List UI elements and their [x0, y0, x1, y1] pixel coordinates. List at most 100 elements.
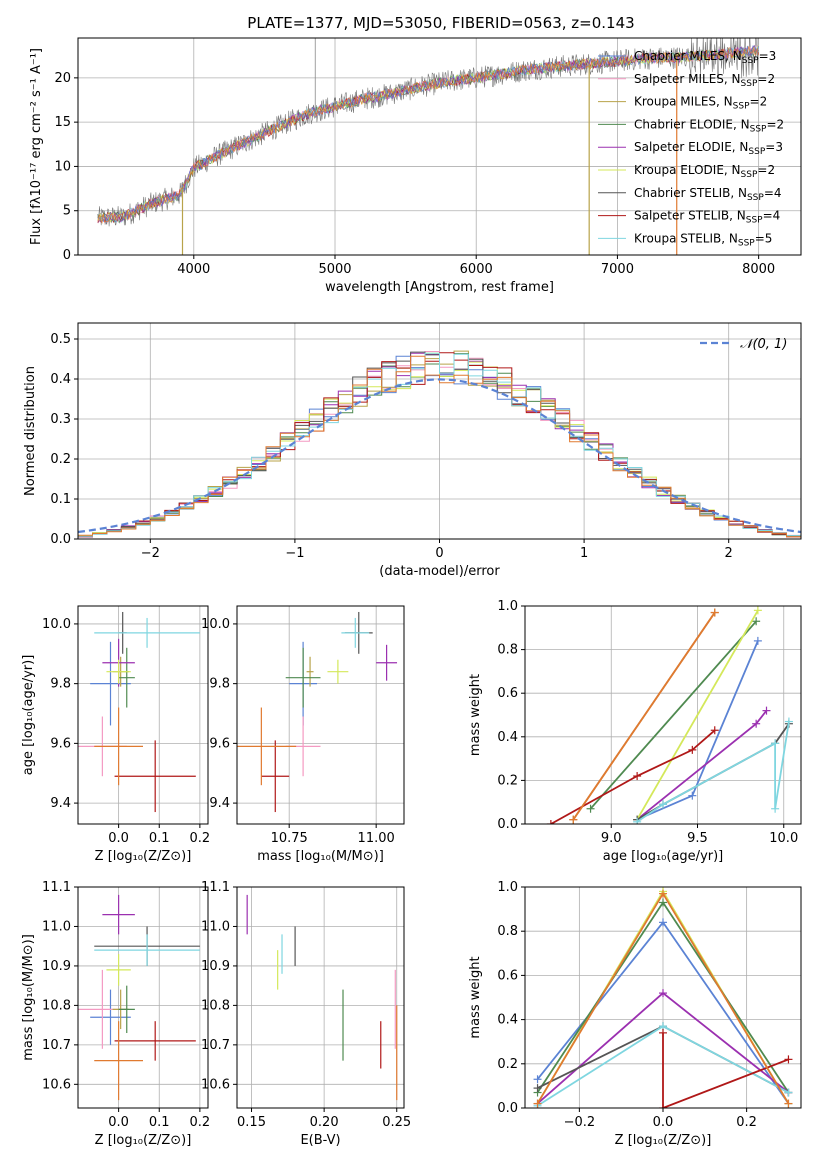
- series-marker: [752, 719, 761, 728]
- panel-age-vs-mass: 10.75 11.00 9.4 9.6 9.8 10.0 mass [log₁₀(M/M⊙)…: [201, 605, 405, 864]
- y-tick-label: 10.0: [201, 617, 230, 632]
- series-line-orange_line: [572, 611, 716, 821]
- grid: [237, 606, 404, 824]
- plot-area: [78, 894, 200, 1101]
- y-axis-label: mass [log₁₀(M/M⊙)]: [21, 934, 36, 1061]
- series-marker: [659, 889, 667, 898]
- y-tick-label: 0.8: [497, 924, 518, 939]
- y-tick-label: 0.0: [50, 532, 71, 547]
- series-marker: [533, 1084, 542, 1093]
- errorbar-point: [114, 1021, 196, 1061]
- errorbar-point: [106, 659, 131, 684]
- errorbar-point: [94, 1021, 143, 1101]
- y-tick-label: 10.6: [201, 1077, 230, 1092]
- x-tick-label: 0.25: [382, 1115, 411, 1130]
- plot-area: [78, 350, 801, 538]
- y-tick-label: 0.0: [497, 817, 518, 832]
- y-tick-label: 10.7: [201, 1038, 230, 1053]
- x-tick-label: 0.0: [108, 831, 129, 846]
- x-axis-label: Z [log₁₀(Z/Z⊙)]: [95, 849, 192, 864]
- y-axis-label: mass weight: [468, 674, 483, 756]
- x-tick-label: 9.5: [687, 831, 708, 846]
- y-tick-label: 10.8: [201, 998, 230, 1013]
- axes-frame: [77, 37, 802, 256]
- series-marker: [659, 800, 667, 809]
- y-tick-label: 1.0: [497, 599, 518, 614]
- y-tick-label: 10.0: [42, 617, 71, 632]
- panel-age-vs-Z: 0.0 0.1 0.2 9.4 9.6 9.8 10.0 Z [log₁₀(Z/Z⊙)] age…: [21, 605, 210, 864]
- grid: [78, 886, 208, 1108]
- x-tick-label: 0.0: [653, 1115, 674, 1130]
- y-tick-label: 9.6: [50, 736, 71, 751]
- errorbar-point: [114, 740, 196, 813]
- series-marker: [659, 918, 667, 927]
- series-marker: [762, 706, 771, 715]
- x-tick-label: 0.0: [108, 1115, 129, 1130]
- x-axis-label: Z [log₁₀(Z/Z⊙)]: [95, 1133, 192, 1148]
- series-marker: [586, 804, 595, 813]
- errorbar-point: [237, 707, 297, 786]
- plot-area: [533, 887, 793, 1108]
- x-tick-label: 2: [725, 546, 733, 561]
- series-marker: [710, 726, 719, 735]
- errorbar-point: [327, 659, 349, 684]
- plot-area: [97, 38, 759, 255]
- series-marker: [533, 1099, 542, 1108]
- series-marker: [771, 804, 780, 813]
- x-tick-label: 9.0: [601, 831, 622, 846]
- series-marker: [784, 717, 793, 726]
- y-tick-label: 15: [54, 115, 71, 130]
- grid: [78, 606, 208, 824]
- y-tick-label: 0.4: [497, 730, 518, 745]
- panel-mass-vs-EBV: 0.15 0.20 0.25 10.6 10.7 10.8 10.9 11.0 11.1 E(B-…: [201, 880, 411, 1148]
- series-marker: [771, 739, 780, 748]
- x-tick-label: −1: [285, 546, 304, 561]
- plot-area: [237, 611, 398, 813]
- axes-frame: [524, 605, 802, 825]
- series-marker: [784, 1099, 793, 1108]
- y-tick-label: 9.4: [50, 796, 71, 811]
- x-tick-label: 0.2: [736, 1115, 757, 1130]
- model-line-salpeter-elodie: [97, 44, 759, 223]
- y-tick-label: 0: [63, 248, 71, 263]
- y-tick-label: 0.1: [50, 492, 71, 507]
- x-tick-label: 0.1: [149, 831, 170, 846]
- legend-label: Chabrier ELODIE, NSSP=2: [634, 117, 784, 134]
- y-axis-label: age [log₁₀(age/yr)]: [21, 655, 36, 776]
- x-axis-label: Z [log₁₀(Z/Z⊙)]: [615, 1133, 712, 1148]
- series-marker: [784, 1055, 793, 1064]
- errorbar-point: [102, 894, 135, 935]
- y-tick-label: 0.6: [497, 686, 518, 701]
- series-marker: [633, 817, 642, 824]
- series-line-kroupa-elodie: [636, 609, 759, 821]
- x-tick-label: −2: [141, 546, 160, 561]
- y-tick-label: 11.1: [42, 880, 71, 895]
- y-tick-label: 5: [63, 204, 71, 219]
- x-tick-label: 7000: [601, 262, 634, 277]
- errorbar-point: [341, 617, 370, 648]
- plot-area: [546, 606, 793, 824]
- y-axis-label: Normed distribution: [23, 366, 38, 496]
- x-tick-label: 0.20: [310, 1115, 339, 1130]
- y-tick-label: 10.6: [42, 1077, 71, 1092]
- axes-frame: [77, 886, 209, 1109]
- series-marker: [753, 636, 762, 645]
- series-marker: [688, 745, 697, 754]
- y-tick-label: 0.8: [497, 643, 518, 658]
- gaussian-curve: [78, 378, 801, 534]
- x-tick-label: −0.2: [564, 1115, 596, 1130]
- legend-label: Chabrier STELIB, NSSP=4: [634, 186, 782, 203]
- y-tick-label: 0.4: [50, 372, 71, 387]
- series-marker: [688, 791, 697, 800]
- y-tick-label: 0.4: [497, 1013, 518, 1028]
- series-marker: [753, 606, 762, 615]
- y-axis-label: Flux [fλ10⁻¹⁷ erg cm⁻² s⁻¹ A⁻¹]: [29, 48, 44, 245]
- y-tick-label: 20: [54, 71, 71, 86]
- y-tick-label: 0.2: [497, 1057, 518, 1072]
- y-tick-label: 10: [54, 159, 71, 174]
- errorbar-point: [90, 989, 131, 1045]
- plot-area: [78, 611, 200, 813]
- errorbar-point: [106, 954, 131, 986]
- y-tick-label: 11.0: [201, 919, 230, 934]
